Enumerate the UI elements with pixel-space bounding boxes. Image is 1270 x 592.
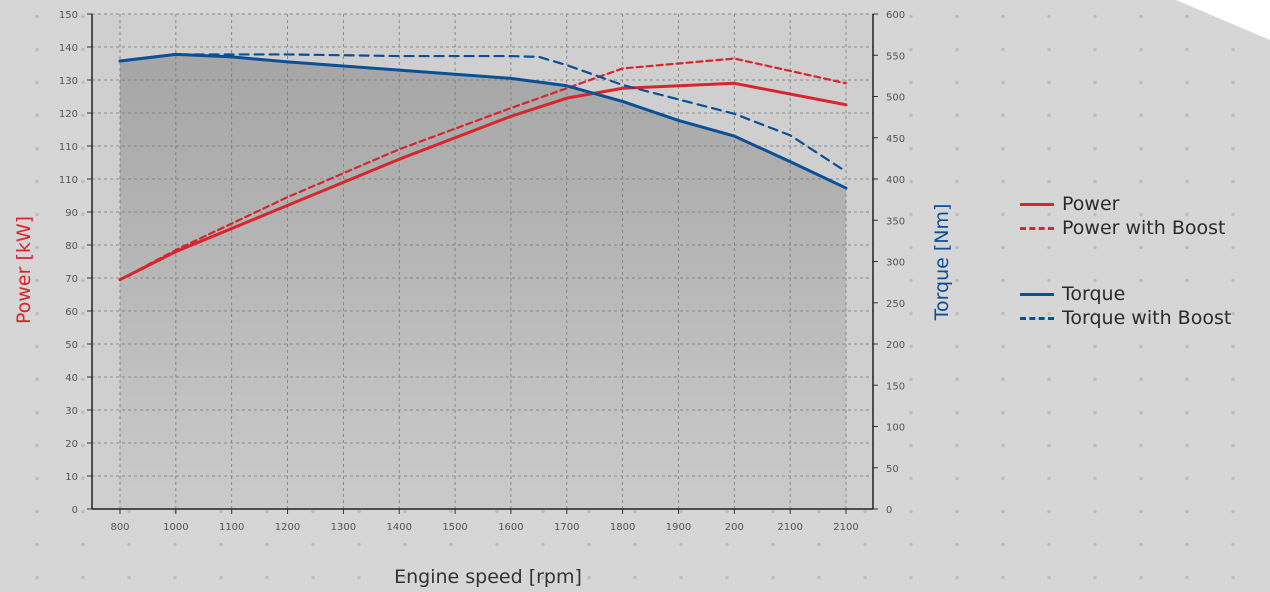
series-line-power bbox=[118, 81, 848, 282]
y-right-tick-label: 350 bbox=[886, 216, 905, 227]
y-left-tick-label: 70 bbox=[65, 274, 78, 285]
grid bbox=[92, 13, 873, 509]
y-right-tick-label: 0 bbox=[886, 505, 892, 516]
y-left-tick-label: 0 bbox=[72, 505, 78, 516]
y-right-tick-label: 300 bbox=[886, 258, 905, 269]
series-line-torque bbox=[118, 52, 848, 190]
x-tick-label: 2100 bbox=[833, 522, 858, 533]
y-left-tick-label: 10 bbox=[65, 472, 78, 483]
x-tick-label: 1600 bbox=[498, 522, 523, 533]
legend: Power Power with Boost Torque Torque wit… bbox=[1020, 192, 1231, 330]
y-right-tick-label: 200 bbox=[886, 340, 905, 351]
x-tick-label: 2100 bbox=[777, 522, 802, 533]
x-tick-label: 1100 bbox=[219, 522, 244, 533]
x-tick-label: 800 bbox=[110, 522, 129, 533]
y-left-tick-label: 80 bbox=[65, 241, 78, 252]
y-left-tick-label: 140 bbox=[59, 43, 78, 54]
y-left-tick-label: 90 bbox=[65, 208, 78, 219]
legend-swatch-power-boost bbox=[1020, 226, 1054, 230]
legend-item-torque: Torque bbox=[1020, 282, 1231, 306]
y-left-tick-label: 150 bbox=[59, 10, 78, 21]
series-line-torque-with-boost bbox=[118, 53, 848, 173]
x-tick-label: 1000 bbox=[163, 522, 188, 533]
x-tick-label: 1300 bbox=[331, 522, 356, 533]
x-tick-label: 1900 bbox=[666, 522, 691, 533]
y-left-tick-label: 130 bbox=[59, 76, 78, 87]
x-tick-label: 1800 bbox=[610, 522, 635, 533]
y-right-tick-label: 150 bbox=[886, 381, 905, 392]
legend-label-power-boost: Power with Boost bbox=[1062, 217, 1226, 239]
x-tick-label: 1400 bbox=[387, 522, 412, 533]
y-axis-left-title: Power [kW] bbox=[13, 216, 35, 324]
x-tick-label: 1700 bbox=[554, 522, 579, 533]
x-axis-title: Engine speed [rpm] bbox=[394, 566, 582, 588]
legend-swatch-torque bbox=[1020, 292, 1054, 296]
legend-item-torque-boost: Torque with Boost bbox=[1020, 306, 1231, 330]
y-left-tick-label: 30 bbox=[65, 406, 78, 417]
x-tick-label: 1500 bbox=[442, 522, 467, 533]
legend-item-power: Power bbox=[1020, 192, 1231, 216]
y-axis-right-title: Torque [Nm] bbox=[931, 204, 953, 322]
x-tick-label: 200 bbox=[725, 522, 744, 533]
legend-label-torque-boost: Torque with Boost bbox=[1062, 307, 1232, 329]
y-right-tick-label: 250 bbox=[886, 299, 905, 310]
x-tick-label: 1200 bbox=[275, 522, 300, 533]
legend-swatch-torque-boost bbox=[1020, 316, 1054, 320]
y-left-tick-label: 110 bbox=[59, 175, 78, 186]
y-right-tick-label: 100 bbox=[886, 423, 905, 434]
series-lines bbox=[118, 52, 848, 282]
legend-item-power-boost: Power with Boost bbox=[1020, 216, 1231, 240]
legend-label-torque: Torque bbox=[1062, 283, 1126, 305]
y-left-tick-label: 50 bbox=[65, 340, 78, 351]
torque-area-fill bbox=[120, 54, 846, 510]
y-left-tick-label: 60 bbox=[65, 307, 78, 318]
y-right-tick-label: 550 bbox=[886, 51, 905, 62]
y-right-tick-label: 50 bbox=[886, 464, 899, 475]
legend-label-power: Power bbox=[1062, 193, 1120, 215]
axes bbox=[87, 13, 878, 514]
series-line-power-with-boost bbox=[118, 57, 848, 281]
legend-swatch-power bbox=[1020, 202, 1054, 206]
y-right-tick-label: 450 bbox=[886, 134, 905, 145]
y-left-tick-label: 20 bbox=[65, 439, 78, 450]
y-right-tick-label: 600 bbox=[886, 10, 905, 21]
y-right-tick-label: 500 bbox=[886, 93, 905, 104]
y-left-tick-label: 110 bbox=[59, 142, 78, 153]
tick-labels: 0102030405060708090110110120130140150050… bbox=[59, 10, 905, 533]
y-right-tick-label: 400 bbox=[886, 175, 905, 186]
y-left-tick-label: 40 bbox=[65, 373, 78, 384]
y-left-tick-label: 120 bbox=[59, 109, 78, 120]
